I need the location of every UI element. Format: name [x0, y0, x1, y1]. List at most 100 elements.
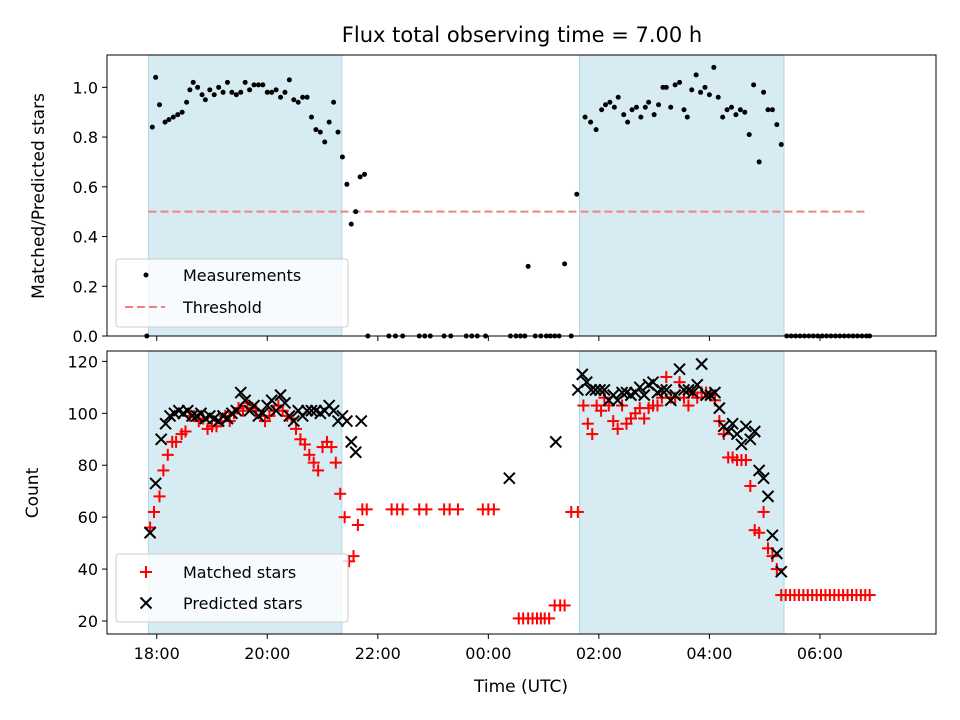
matched-star-point: [757, 505, 770, 518]
measurement-point: [179, 109, 185, 115]
matched-star-point: [338, 511, 351, 524]
x-tick-label: 00:00: [465, 644, 511, 663]
x-marker-b: [757, 472, 770, 485]
x-tick-label: 06:00: [797, 644, 843, 663]
measurement-point: [300, 94, 306, 100]
top-shaded-regions: [147, 54, 785, 337]
measurement-point: [313, 127, 319, 133]
x-marker-b: [691, 378, 704, 391]
predicted-star-point: [721, 425, 735, 438]
bottom-legend: Matched stars Predicted stars: [115, 553, 349, 623]
x-marker-b: [305, 404, 318, 417]
x-marker-b: [615, 386, 629, 399]
x-marker-b: [309, 404, 323, 417]
predicted-star-point: [677, 383, 691, 397]
matched-star-point: [558, 599, 571, 612]
matched-star-point: [581, 417, 594, 430]
measurement-point: [295, 99, 301, 105]
x-marker-b: [287, 414, 301, 428]
x-marker-b: [278, 396, 292, 410]
predicted-star-point: [708, 386, 722, 399]
x-marker-b: [766, 529, 779, 542]
x-marker-b: [208, 412, 221, 425]
measurement-point: [756, 159, 762, 165]
matched-star-point: [420, 503, 433, 516]
y-tick-label: 60: [78, 508, 98, 527]
predicted-star-point: [185, 409, 199, 423]
matched-star-point: [157, 464, 170, 477]
predicted-star-point: [340, 414, 354, 428]
measurement-point: [621, 112, 627, 118]
matched-star-point: [179, 425, 192, 438]
measurements-points: [144, 64, 873, 339]
x-marker-b: [216, 409, 230, 423]
predicted-star-point: [699, 388, 713, 402]
measurement-point: [684, 114, 690, 120]
predicted-star-point: [149, 477, 162, 490]
measurement-point: [353, 209, 359, 215]
predicted-star-point: [655, 383, 669, 397]
measurement-point: [711, 64, 717, 70]
x-marker-b: [752, 464, 766, 477]
x-tick-label: 18:00: [134, 644, 180, 663]
x-marker-b: [708, 386, 722, 399]
matched-star-point: [312, 464, 325, 477]
figure-title: Flux total observing time = 7.00 h: [342, 23, 702, 47]
shaded-interval-1: [579, 54, 785, 337]
x-marker-b: [256, 407, 270, 420]
measurement-point: [269, 89, 275, 95]
matched-star-point: [325, 441, 338, 454]
x-marker-b: [355, 414, 368, 428]
measurement-point: [251, 82, 257, 88]
legend-matched-marker: [140, 566, 152, 578]
x-marker-b: [770, 547, 784, 560]
matched-star-point: [360, 503, 373, 516]
y-tick-label: 20: [78, 612, 98, 631]
matched-star-point: [863, 589, 876, 602]
measurement-point: [199, 92, 205, 98]
matched-star-point: [682, 399, 695, 412]
x-marker-b: [139, 596, 153, 610]
measurement-point: [184, 99, 190, 105]
predicted-star-point: [766, 529, 779, 542]
matched-star-point: [451, 503, 464, 516]
top-y-axis-label: Matched/Predicted stars: [29, 93, 49, 299]
matched-star-point: [334, 487, 347, 500]
legend-label-predicted: Predicted stars: [183, 594, 303, 613]
legend-box: [115, 553, 349, 623]
legend-label-threshold: Threshold: [182, 298, 262, 317]
measurement-point: [588, 119, 594, 125]
measurement-point: [211, 92, 217, 98]
top-y-ticks: 0.0 0.2 0.4 0.6 0.8 1.0: [73, 78, 107, 346]
measurement-point: [229, 89, 235, 95]
predicted-star-point: [265, 394, 278, 407]
measurement-point: [715, 94, 721, 100]
predicted-star-point: [345, 435, 358, 449]
x-marker-b: [159, 417, 172, 430]
y-tick-label: 0.0: [73, 327, 98, 346]
x-axis-label: Time (UTC): [473, 677, 568, 697]
x-marker-b: [584, 383, 598, 397]
x-marker-b: [327, 404, 340, 417]
x-marker-b: [721, 425, 735, 438]
predicted-stars-points: [143, 357, 788, 578]
matched-star-point: [351, 518, 364, 531]
measurement-point: [751, 82, 757, 88]
measurement-point: [582, 114, 588, 120]
predicted-star-point: [589, 383, 602, 397]
predicted-star-point: [234, 386, 247, 399]
measurement-point: [638, 114, 644, 120]
measurement-point: [663, 84, 669, 90]
x-marker-b: [300, 404, 314, 417]
measurement-point: [656, 102, 662, 108]
x-marker-b: [238, 394, 252, 407]
x-marker-b: [744, 433, 757, 446]
bottom-y-axis-label: Count: [23, 467, 43, 518]
measurement-point: [149, 124, 155, 130]
predicted-star-point: [593, 383, 607, 397]
measurement-point: [216, 84, 222, 90]
measurement-point: [525, 263, 531, 269]
y-tick-label: 0.6: [73, 178, 98, 197]
x-marker-b: [589, 383, 602, 397]
x-marker-b: [726, 417, 739, 430]
